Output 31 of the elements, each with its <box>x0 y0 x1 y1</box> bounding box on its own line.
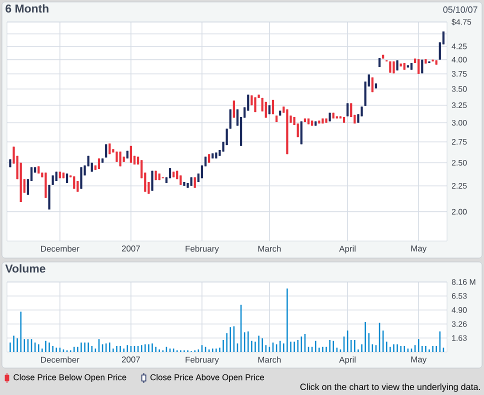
candlestick <box>130 146 132 164</box>
x-tick-label: February <box>186 356 219 364</box>
candlestick <box>151 170 154 192</box>
x-tick-label: February <box>186 246 219 254</box>
candlestick <box>232 100 235 118</box>
x-tick-label: March <box>258 246 281 252</box>
candlestick <box>418 58 420 74</box>
candlestick <box>346 102 349 117</box>
candlestick <box>76 180 79 192</box>
legend-label: Close Price Above Open Price <box>150 374 264 382</box>
x-tick-label: December <box>41 246 80 252</box>
chart-title: 6 Month <box>6 4 48 13</box>
text: Click on the chart to view the underlying data. <box>300 383 480 392</box>
candlestick <box>66 173 68 184</box>
x-tick-label: 2007 <box>122 356 140 363</box>
x-tick-label: December <box>41 356 80 363</box>
x-tick-label: April <box>339 356 356 364</box>
candlestick <box>119 151 122 167</box>
candlestick <box>421 59 424 74</box>
chart-title: Volume <box>5 264 46 273</box>
legend-label: Close Price Below Open Price <box>14 374 126 382</box>
x-tick-label: March <box>258 356 281 363</box>
x-tick-label: April <box>339 246 356 254</box>
candlestick <box>73 176 76 190</box>
chart-subtitle: 05/10/07 <box>443 6 478 13</box>
x-tick-label: May <box>411 356 427 364</box>
candlestick <box>80 166 82 190</box>
candlestick <box>116 151 118 162</box>
candlestick <box>300 121 302 145</box>
x-tick-label: 2007 <box>122 246 140 252</box>
x-tick-label: May <box>411 246 427 254</box>
